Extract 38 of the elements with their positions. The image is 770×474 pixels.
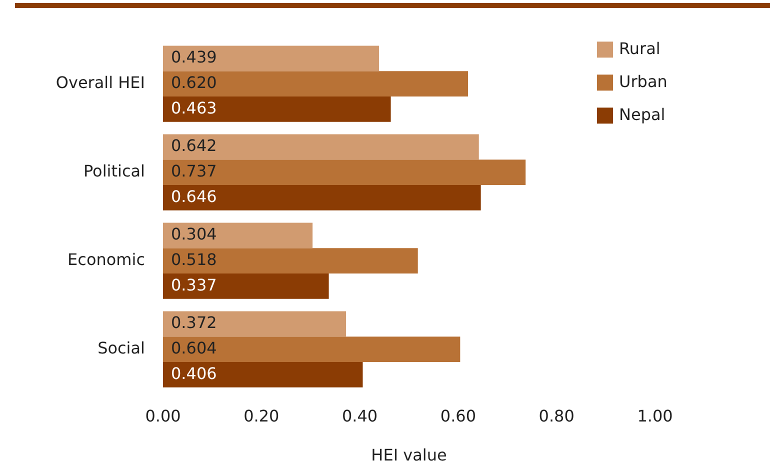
bar xyxy=(163,222,313,248)
x-tick-label: 0.00 xyxy=(145,406,181,426)
bar xyxy=(163,96,391,122)
x-tick-label: 1.00 xyxy=(637,406,673,426)
data-label: 0.620 xyxy=(171,73,217,92)
data-label: 0.604 xyxy=(171,338,217,358)
x-tick-label: 0.80 xyxy=(538,406,574,426)
data-label: 0.463 xyxy=(171,98,217,118)
y-tick-label: Overall HEI xyxy=(56,73,145,92)
x-tick-label: 0.40 xyxy=(342,406,378,426)
data-label: 0.737 xyxy=(171,162,217,181)
data-label: 0.642 xyxy=(171,136,217,156)
legend-label: Urban xyxy=(619,72,668,91)
y-tick-label: Economic xyxy=(68,250,145,270)
data-label: 0.304 xyxy=(171,224,217,244)
legend-label: Nepal xyxy=(619,104,666,124)
bar xyxy=(163,248,418,274)
data-label: 0.646 xyxy=(171,186,217,206)
data-label: 0.439 xyxy=(171,48,217,67)
x-axis-title: HEI value xyxy=(371,446,447,465)
data-label: 0.337 xyxy=(171,275,217,294)
y-tick-label: Political xyxy=(83,162,145,181)
bar xyxy=(163,274,329,299)
bar xyxy=(163,46,379,72)
bar xyxy=(163,311,346,337)
legend-label: Rural xyxy=(619,38,660,58)
bar xyxy=(163,362,363,388)
y-tick-label: Social xyxy=(98,338,145,358)
bar xyxy=(163,71,468,97)
data-label: 0.518 xyxy=(171,250,217,270)
x-tick-label: 0.60 xyxy=(440,406,476,426)
bar xyxy=(163,160,526,186)
x-tick-label: 0.20 xyxy=(244,406,280,426)
data-label: 0.406 xyxy=(171,364,217,383)
bar xyxy=(163,134,479,160)
bar xyxy=(163,336,460,362)
bar xyxy=(163,185,481,210)
data-label: 0.372 xyxy=(171,313,217,332)
